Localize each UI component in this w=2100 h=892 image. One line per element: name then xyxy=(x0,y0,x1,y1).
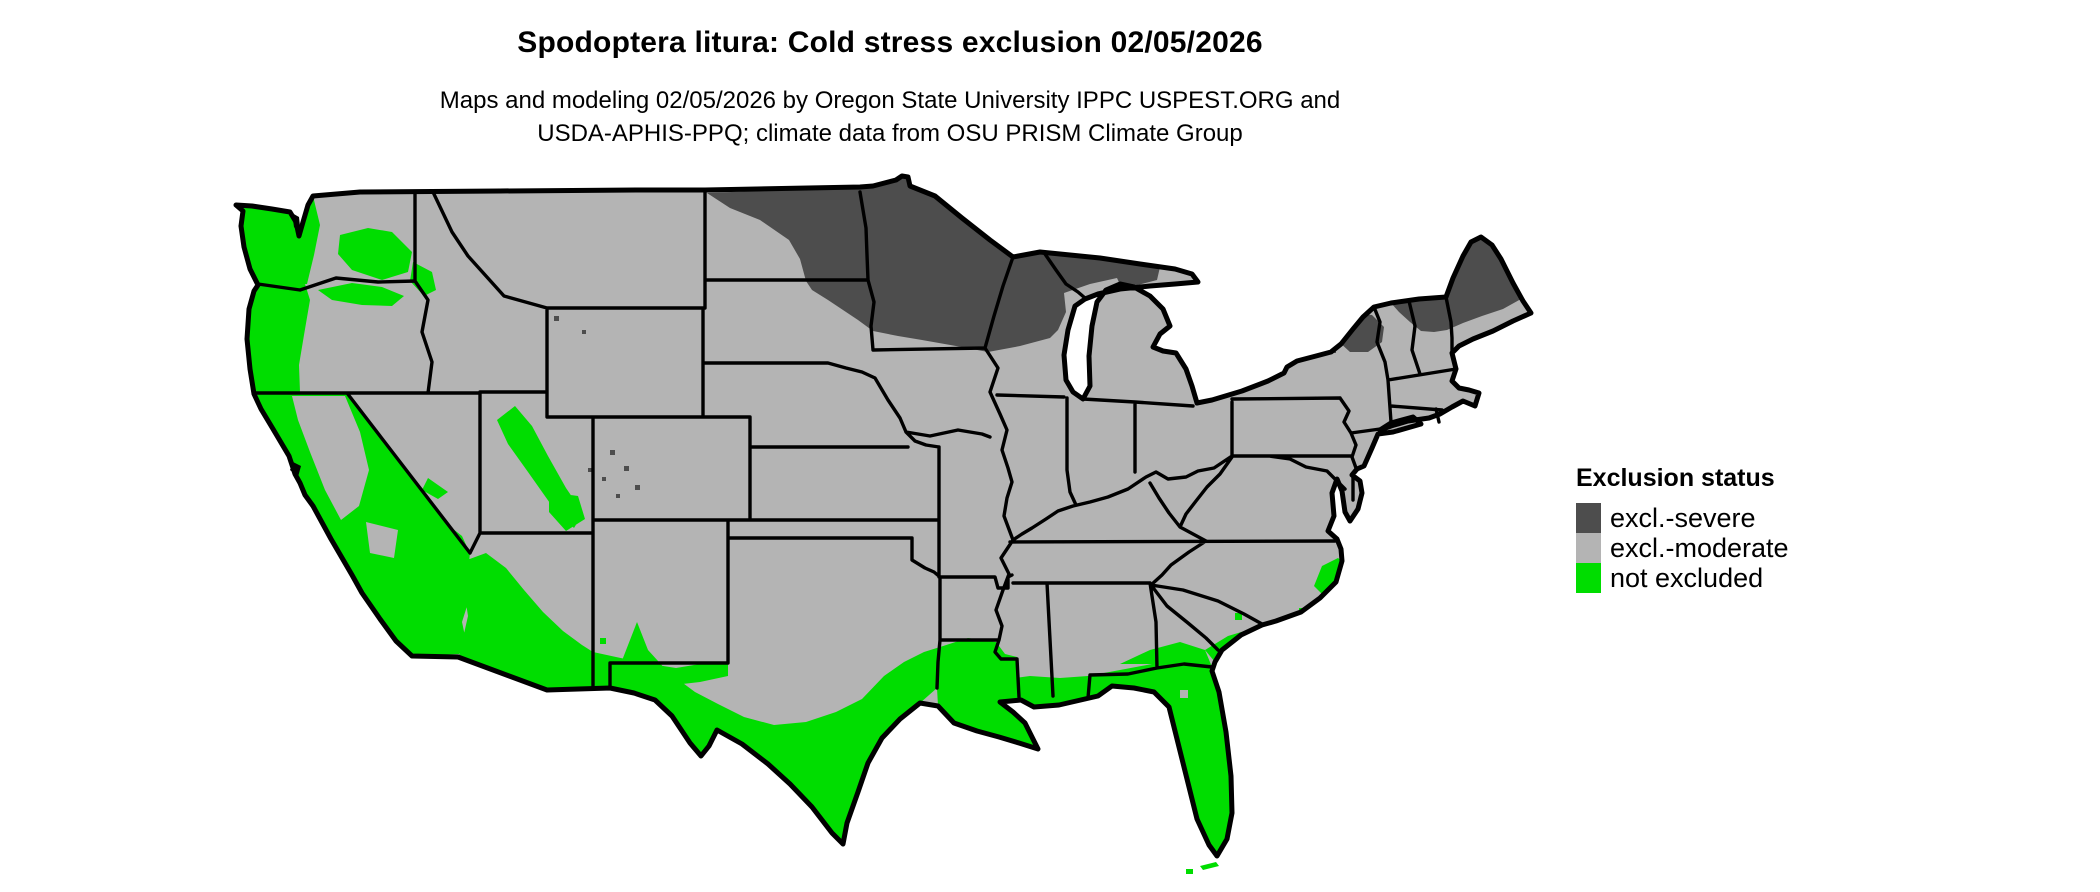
legend-row-moderate: excl.-moderate xyxy=(1576,533,1789,563)
moderate-swatch xyxy=(1576,533,1601,563)
state-borders xyxy=(252,190,1458,700)
moderate-label: excl.-moderate xyxy=(1610,532,1789,563)
figure-subtitle: Maps and modeling 02/05/2026 by Oregon S… xyxy=(0,84,1780,150)
severe-swatch xyxy=(1576,503,1601,533)
severe-label: excl.-severe xyxy=(1610,502,1756,533)
not-excluded-overlay xyxy=(236,196,1342,856)
figure-title: Spodoptera litura: Cold stress exclusion… xyxy=(517,26,1263,59)
legend-title: Exclusion status xyxy=(1576,464,1775,492)
subtitle-line-2: USDA-APHIS-PPQ; climate data from OSU PR… xyxy=(537,120,1243,147)
florida-keys xyxy=(1186,862,1219,874)
subtitle-line-1: Maps and modeling 02/05/2026 by Oregon S… xyxy=(439,87,1341,114)
legend-row-severe: excl.-severe xyxy=(1576,503,1789,533)
severe-region-overlay xyxy=(554,176,1521,498)
not-excluded-swatch xyxy=(1576,563,1601,593)
conus-outline xyxy=(233,173,1534,859)
not-excluded-label: not excluded xyxy=(1610,562,1764,593)
legend-row-not-excluded: not excluded xyxy=(1576,563,1789,593)
legend: Exclusion status excl.-severe excl.-mode… xyxy=(1576,464,1789,593)
